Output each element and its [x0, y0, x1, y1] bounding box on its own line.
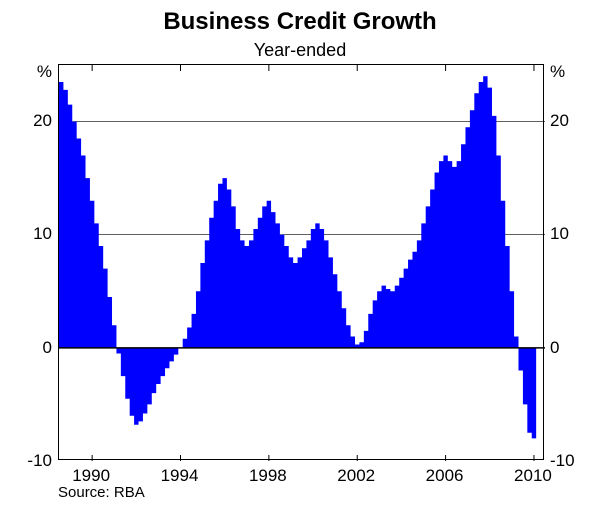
data-series [59, 76, 536, 438]
y-tick-right: 0 [550, 338, 559, 358]
x-tick: 1994 [161, 466, 199, 486]
y-tick-right: 10 [550, 224, 569, 244]
y-tick-left: 10 [33, 224, 52, 244]
chart-title: Business Credit Growth [0, 8, 600, 36]
chart-svg [59, 65, 545, 461]
x-tick: 1998 [249, 466, 287, 486]
x-tick: 2006 [426, 466, 464, 486]
y-tick-left: 0 [43, 338, 52, 358]
x-tick: 1990 [72, 466, 110, 486]
x-tick: 2002 [337, 466, 375, 486]
y-unit-right: % [550, 62, 565, 82]
x-tick: 2010 [514, 466, 552, 486]
y-tick-right: 20 [550, 111, 569, 131]
y-tick-left: -10 [27, 451, 52, 471]
chart-subtitle: Year-ended [0, 40, 600, 61]
y-tick-left: 20 [33, 111, 52, 131]
plot-area [58, 64, 544, 460]
y-unit-left: % [37, 62, 52, 82]
y-tick-right: -10 [550, 451, 575, 471]
source-text: Source: RBA [58, 484, 145, 501]
